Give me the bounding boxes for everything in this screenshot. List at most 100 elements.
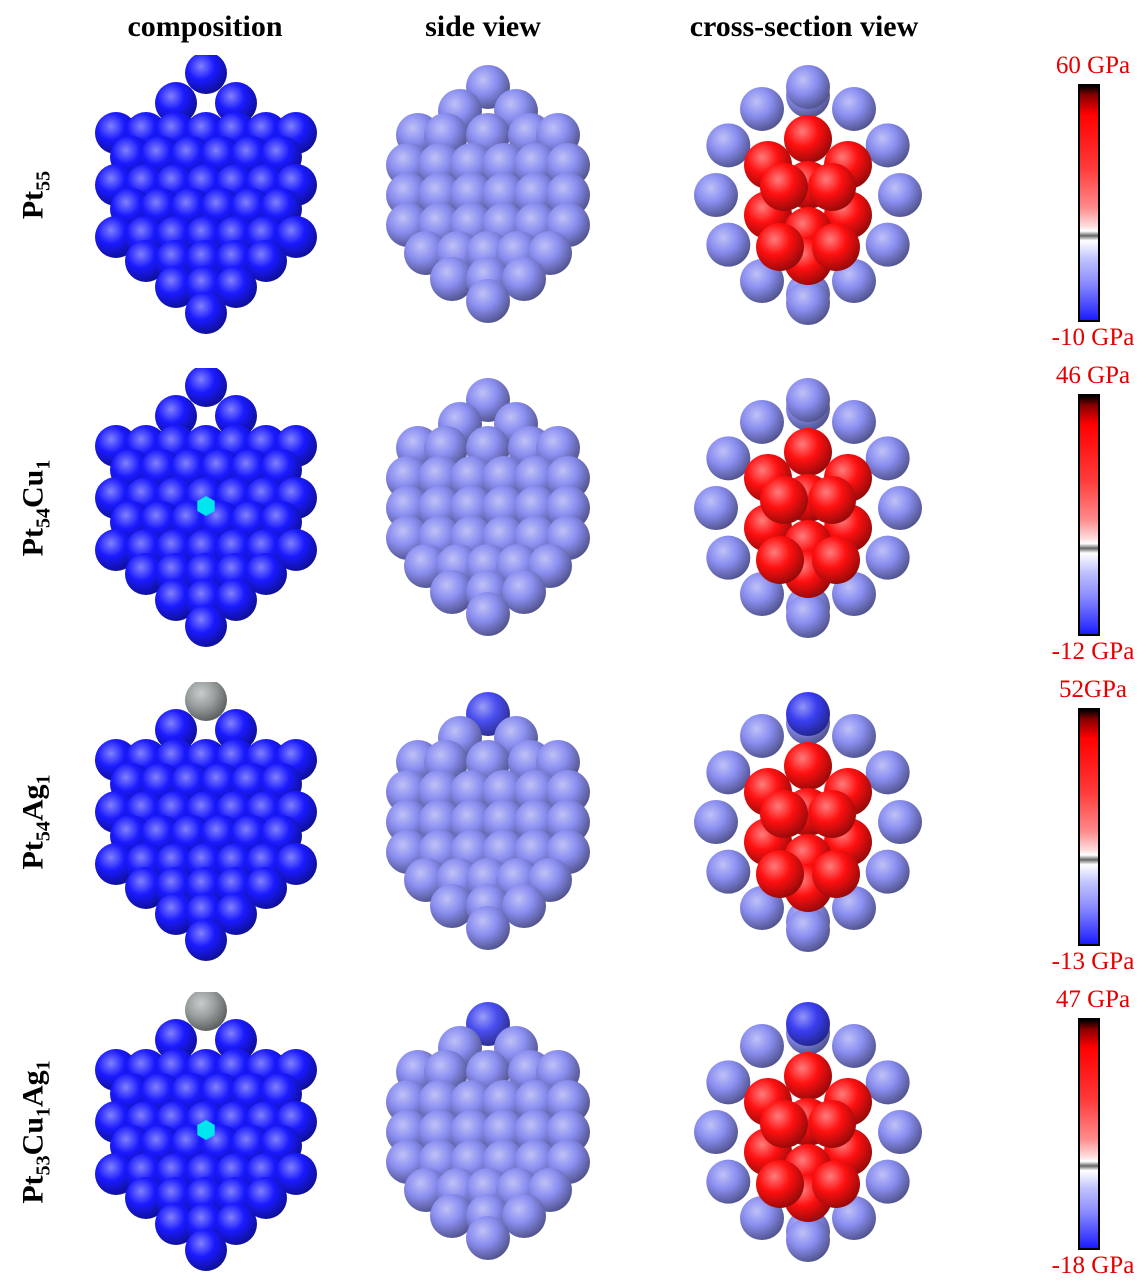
surface-atom <box>466 592 510 636</box>
core-atom <box>756 223 804 271</box>
pt-atom <box>95 529 137 571</box>
cross-section-cluster-pt54cu1 <box>694 378 922 638</box>
formula-element: Pt <box>16 190 50 220</box>
core-atom <box>784 115 832 163</box>
formula-element: Ag <box>16 1070 50 1107</box>
surface-atom <box>740 572 784 617</box>
ag-atom <box>185 992 227 1031</box>
surface-atom <box>865 1060 910 1105</box>
surface-atom <box>740 1196 784 1241</box>
formula-element: Ag <box>16 784 50 822</box>
surface-atom <box>694 1110 738 1154</box>
ag-site-atom <box>786 692 830 736</box>
ag-site-atom <box>786 1002 830 1046</box>
colorbar-min-pt54ag1: -13 GPa <box>1051 948 1135 975</box>
surface-atom <box>706 1159 751 1204</box>
surface-atom <box>740 713 784 758</box>
surface-atom <box>865 535 910 580</box>
core-atom <box>812 223 860 271</box>
pt-atom <box>275 843 317 885</box>
core-atom <box>760 476 808 524</box>
surface-atom <box>878 1110 922 1154</box>
core-atom <box>760 163 808 211</box>
surface-atom <box>832 1196 876 1241</box>
surface-atom <box>878 173 922 217</box>
surface-atom <box>706 1060 751 1105</box>
colorbar-min-pt53cu1ag1: -18 GPa <box>1051 1252 1135 1279</box>
pt-atom <box>185 605 227 647</box>
cu-atom <box>197 496 215 516</box>
pt-atom <box>155 1019 197 1061</box>
pt-atom <box>155 266 197 308</box>
composition-cluster-pt53cu1ag1 <box>95 992 317 1271</box>
row-label-pt54cu1: Pt54Cu1 <box>17 460 56 557</box>
pt-atom <box>215 1203 257 1245</box>
formula-subscript: 1 <box>32 459 55 470</box>
pt-atom <box>275 1153 317 1195</box>
surface-atom <box>865 750 910 795</box>
surface-atom <box>694 486 738 530</box>
surface-atom <box>502 884 546 928</box>
pt-atom <box>215 395 257 437</box>
surface-atom <box>865 222 910 267</box>
pt-atom <box>215 709 257 751</box>
core-atom <box>760 1100 808 1148</box>
pt-atom <box>185 1229 227 1271</box>
surface-atom <box>740 399 784 444</box>
side-view-cluster-pt54ag1 <box>386 692 590 950</box>
pt-atom <box>155 82 197 124</box>
surface-atom <box>832 1023 876 1068</box>
header-side-view: side view <box>425 10 541 43</box>
surface-atom <box>706 123 751 168</box>
colorbar-max-pt55: 60 GPa <box>1055 52 1131 79</box>
surface-atom <box>832 399 876 444</box>
pt-atom <box>155 1203 197 1245</box>
surface-atom <box>694 800 738 844</box>
surface-atom <box>706 750 751 795</box>
surface-atom <box>502 1194 546 1238</box>
colorbar-max-pt53cu1ag1: 47 GPa <box>1055 986 1131 1013</box>
formula-subscript: 55 <box>32 170 55 191</box>
cu-atom <box>197 1120 215 1140</box>
surface-atom <box>740 259 784 304</box>
colorbar-pt55 <box>1078 84 1100 322</box>
core-atom <box>808 476 856 524</box>
colorbar-max-pt54cu1: 46 GPa <box>1055 362 1131 389</box>
pt-atom <box>185 55 227 94</box>
surface-atom <box>740 886 784 931</box>
pt-atom <box>245 1177 287 1219</box>
pt-atom <box>185 919 227 961</box>
pt-atom <box>215 82 257 124</box>
colorbar-min-pt54cu1: -12 GPa <box>1051 638 1135 665</box>
pt-atom <box>245 867 287 909</box>
core-atom <box>808 163 856 211</box>
surface-atom <box>786 65 830 109</box>
core-atom <box>784 742 832 790</box>
formula-subscript: 1 <box>32 774 55 785</box>
pt-atom <box>95 216 137 258</box>
surface-atom <box>786 378 830 422</box>
pt-atom <box>125 553 167 595</box>
surface-atom <box>694 173 738 217</box>
cross-section-cluster-pt54ag1 <box>694 692 922 952</box>
header-cross-section-view: cross-section view <box>689 10 919 43</box>
surface-atom <box>466 279 510 323</box>
pt-atom <box>155 579 197 621</box>
pt-atom <box>155 709 197 751</box>
core-atom <box>760 790 808 838</box>
colorbar-pt54ag1 <box>1078 708 1100 946</box>
surface-atom <box>786 281 830 325</box>
pt-atom <box>215 893 257 935</box>
core-atom <box>812 1160 860 1208</box>
formula-element: Pt <box>16 528 50 557</box>
core-atom <box>756 536 804 584</box>
formula-subscript: 1 <box>32 1060 55 1071</box>
row-label-pt54ag1: Pt54Ag1 <box>17 775 56 870</box>
formula-element: Pt <box>16 1175 50 1204</box>
pt-atom <box>95 843 137 885</box>
colorbar-min-pt55: -10 GPa <box>1051 324 1135 351</box>
formula-element: Pt <box>16 841 50 870</box>
surface-atom <box>430 1194 474 1238</box>
ag-atom <box>185 682 227 721</box>
core-atom <box>756 1160 804 1208</box>
